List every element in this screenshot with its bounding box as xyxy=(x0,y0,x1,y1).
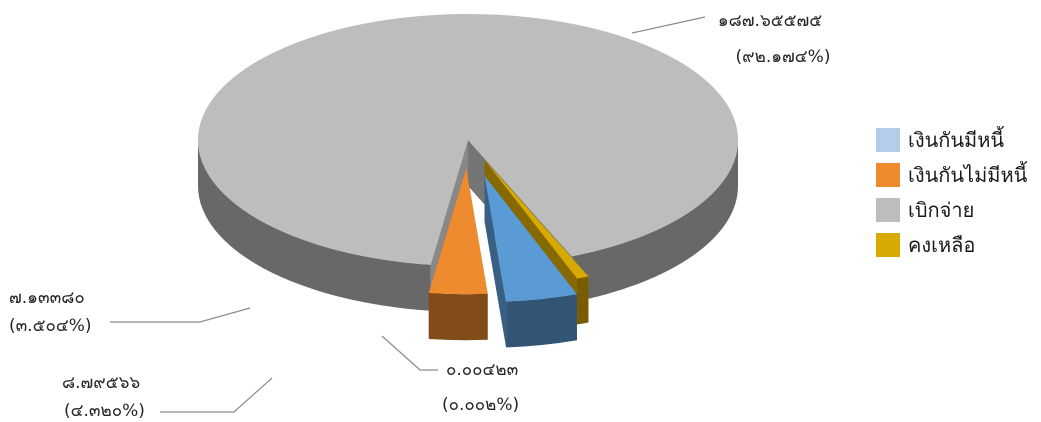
pie-slice-3-top xyxy=(484,160,589,279)
legend: เงินกันมีหนี้ เงินกันไม่มีหนี้ เบิกจ่าย … xyxy=(876,122,1027,262)
legend-label-slice-0: เงินกันมีหนี้ xyxy=(908,127,1005,152)
legend-label-slice-2: เบิกจ่าย xyxy=(908,197,975,222)
leader-line-2 xyxy=(160,377,273,413)
legend-item-slice-2: เบิกจ่าย xyxy=(876,192,1027,227)
legend-label-slice-1: เงินกันไม่มีหนี้ xyxy=(908,162,1028,187)
leader-line-3 xyxy=(381,335,438,371)
data-label-value-slice-2: ๑๘๗.๖๕๕๗๕ xyxy=(718,11,822,31)
pie-slice-1-top xyxy=(428,168,488,295)
legend-swatch-slice-2 xyxy=(876,197,900,222)
legend-item-slice-3: คงเหลือ xyxy=(876,227,1027,262)
pie-slice-2-wall-1 xyxy=(571,140,738,303)
pie-slice-0 xyxy=(484,175,577,348)
data-label-percent-slice-1: (๓.๕๐๔%) xyxy=(9,316,92,336)
leader-lines xyxy=(110,16,706,413)
data-label-percent-slice-0: (๔.๓๒๐%) xyxy=(64,401,145,421)
data-label-value-slice-1: ๗.๑๓๓๘๐ xyxy=(9,288,85,308)
data-label-percent-slice-3: (๐.๐๐๒%) xyxy=(442,395,519,415)
pie-slices xyxy=(197,13,739,348)
legend-item-slice-1: เงินกันไม่มีหนี้ xyxy=(876,157,1027,192)
legend-item-slice-0: เงินกันมีหนี้ xyxy=(876,122,1027,157)
pie-slice-2-wall-0 xyxy=(198,140,431,311)
pie-slice-1-wall-0 xyxy=(428,292,488,341)
data-label-percent-slice-2: (๙๒.๑๗๔%) xyxy=(736,47,831,67)
pie-slice-2-top xyxy=(197,13,739,265)
data-label-value-slice-0: ๘.๗๙๕๖๖ xyxy=(62,373,140,393)
legend-swatch-slice-0 xyxy=(876,127,900,152)
legend-swatch-slice-3 xyxy=(876,232,900,257)
pie-slice-1 xyxy=(428,168,488,341)
pie-slice-0-top xyxy=(484,175,577,302)
leader-line-1 xyxy=(110,307,251,323)
legend-swatch-slice-1 xyxy=(876,162,900,187)
pie-slice-3-wall-0 xyxy=(577,276,589,325)
leader-line-0 xyxy=(631,16,706,34)
pie-slice-0-wall-0 xyxy=(506,294,577,348)
legend-label-slice-3: คงเหลือ xyxy=(908,232,976,257)
pie-slice-0-cut-1 xyxy=(484,175,507,348)
data-label-value-slice-3: ๐.๐๐๔๒๓ xyxy=(446,360,518,380)
